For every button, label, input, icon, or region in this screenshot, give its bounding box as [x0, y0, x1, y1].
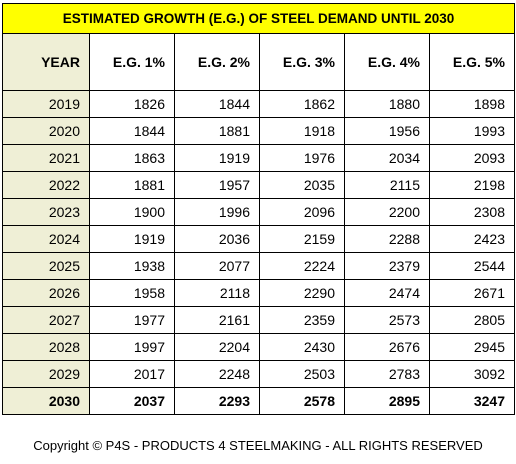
value-cell: 3247 — [429, 387, 515, 415]
value-cell: 2671 — [429, 279, 515, 307]
value-cell: 2161 — [174, 306, 260, 334]
column-header-eg-1: E.G. 1% — [89, 33, 175, 91]
value-cell: 1996 — [174, 198, 260, 226]
copyright-footer: Copyright © P4S - PRODUCTS 4 STEELMAKING… — [33, 438, 483, 453]
value-cell: 1957 — [174, 171, 260, 199]
value-cell: 2017 — [89, 360, 175, 388]
table-row: 2027 1977 2161 2359 2573 2805 — [2, 306, 515, 334]
value-cell: 1956 — [344, 117, 430, 145]
year-cell: 2021 — [2, 144, 90, 172]
table-row: 2028 1997 2204 2430 2676 2945 — [2, 333, 515, 361]
table-row: 2023 1900 1996 2096 2200 2308 — [2, 198, 515, 226]
column-header-eg-2: E.G. 2% — [174, 33, 260, 91]
year-cell: 2022 — [2, 171, 90, 199]
table-row: 2021 1863 1919 1976 2034 2093 — [2, 144, 515, 172]
value-cell: 1826 — [89, 90, 175, 118]
value-cell: 2037 — [89, 387, 175, 415]
value-cell: 1881 — [174, 117, 260, 145]
table-body: 2019 1826 1844 1862 1880 1898 2020 1844 1881 1918… — [2, 90, 515, 415]
table-row: 2019 1826 1844 1862 1880 1898 — [2, 90, 515, 118]
value-cell: 2290 — [259, 279, 345, 307]
value-cell: 1844 — [89, 117, 175, 145]
value-cell: 1997 — [89, 333, 175, 361]
steel-demand-table-container: ESTIMATED GROWTH (E.G.) OF STEEL DEMAND … — [2, 3, 515, 415]
value-cell: 1862 — [259, 90, 345, 118]
table-row: 2025 1938 2077 2224 2379 2544 — [2, 252, 515, 280]
value-cell: 2115 — [344, 171, 430, 199]
value-cell: 2034 — [344, 144, 430, 172]
value-cell: 2293 — [174, 387, 260, 415]
value-cell: 1938 — [89, 252, 175, 280]
value-cell: 2423 — [429, 225, 515, 253]
value-cell: 2204 — [174, 333, 260, 361]
table-row: 2030 2037 2293 2578 2895 3247 — [2, 387, 515, 415]
value-cell: 2096 — [259, 198, 345, 226]
value-cell: 2895 — [344, 387, 430, 415]
value-cell: 1919 — [89, 225, 175, 253]
value-cell: 1880 — [344, 90, 430, 118]
value-cell: 2248 — [174, 360, 260, 388]
value-cell: 2676 — [344, 333, 430, 361]
value-cell: 1976 — [259, 144, 345, 172]
table-header: ESTIMATED GROWTH (E.G.) OF STEEL DEMAND … — [2, 3, 515, 91]
year-cell: 2023 — [2, 198, 90, 226]
value-cell: 1881 — [89, 171, 175, 199]
value-cell: 2288 — [344, 225, 430, 253]
table-title: ESTIMATED GROWTH (E.G.) OF STEEL DEMAND … — [2, 3, 515, 34]
value-cell: 2578 — [259, 387, 345, 415]
table-row: 2024 1919 2036 2159 2288 2423 — [2, 225, 515, 253]
value-cell: 2474 — [344, 279, 430, 307]
column-header-eg-3: E.G. 3% — [259, 33, 345, 91]
year-cell: 2020 — [2, 117, 90, 145]
value-cell: 2503 — [259, 360, 345, 388]
value-cell: 2430 — [259, 333, 345, 361]
value-cell: 2077 — [174, 252, 260, 280]
year-cell: 2019 — [2, 90, 90, 118]
value-cell: 2573 — [344, 306, 430, 334]
title-row: ESTIMATED GROWTH (E.G.) OF STEEL DEMAND … — [2, 3, 515, 34]
value-cell: 2200 — [344, 198, 430, 226]
column-header-year: YEAR — [2, 33, 90, 91]
value-cell: 2035 — [259, 171, 345, 199]
year-cell: 2024 — [2, 225, 90, 253]
column-header-eg-4: E.G. 4% — [344, 33, 430, 91]
value-cell: 2198 — [429, 171, 515, 199]
column-header-eg-5: E.G. 5% — [429, 33, 515, 91]
value-cell: 1977 — [89, 306, 175, 334]
year-cell: 2030 — [2, 387, 90, 415]
value-cell: 1919 — [174, 144, 260, 172]
value-cell: 2224 — [259, 252, 345, 280]
value-cell: 2359 — [259, 306, 345, 334]
year-cell: 2025 — [2, 252, 90, 280]
value-cell: 1958 — [89, 279, 175, 307]
table-row: 2020 1844 1881 1918 1956 1993 — [2, 117, 515, 145]
value-cell: 2118 — [174, 279, 260, 307]
value-cell: 2308 — [429, 198, 515, 226]
steel-demand-table: ESTIMATED GROWTH (E.G.) OF STEEL DEMAND … — [2, 3, 515, 415]
value-cell: 3092 — [429, 360, 515, 388]
value-cell: 1844 — [174, 90, 260, 118]
year-cell: 2027 — [2, 306, 90, 334]
column-header-row: YEAR E.G. 1% E.G. 2% E.G. 3% E.G. 4% E.G… — [2, 33, 515, 91]
table-row: 2029 2017 2248 2503 2783 3092 — [2, 360, 515, 388]
year-cell: 2026 — [2, 279, 90, 307]
value-cell: 2159 — [259, 225, 345, 253]
value-cell: 1993 — [429, 117, 515, 145]
value-cell: 2036 — [174, 225, 260, 253]
value-cell: 1863 — [89, 144, 175, 172]
value-cell: 1898 — [429, 90, 515, 118]
value-cell: 2093 — [429, 144, 515, 172]
value-cell: 2945 — [429, 333, 515, 361]
table-row: 2026 1958 2118 2290 2474 2671 — [2, 279, 515, 307]
value-cell: 2783 — [344, 360, 430, 388]
year-cell: 2029 — [2, 360, 90, 388]
value-cell: 1900 — [89, 198, 175, 226]
value-cell: 1918 — [259, 117, 345, 145]
table-row: 2022 1881 1957 2035 2115 2198 — [2, 171, 515, 199]
year-cell: 2028 — [2, 333, 90, 361]
value-cell: 2805 — [429, 306, 515, 334]
value-cell: 2379 — [344, 252, 430, 280]
value-cell: 2544 — [429, 252, 515, 280]
